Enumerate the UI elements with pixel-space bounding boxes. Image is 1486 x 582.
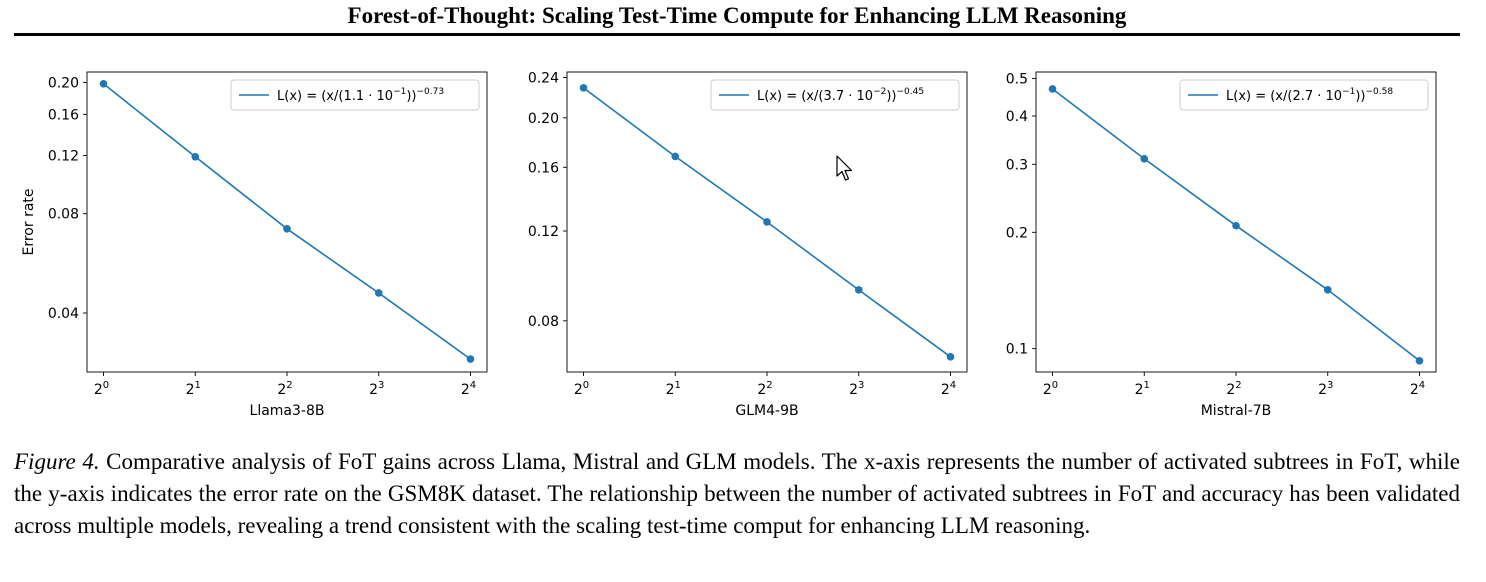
chart-svg-2: 0.1 0.2 0.3 0.4 0.5 20 21 22 23 24 Mistral-7B L(x) … [1006, 71, 1437, 419]
chart1-x-tick-label-0: 20 [574, 380, 589, 398]
chart0-data-point-0 [99, 80, 108, 88]
chart2-x-tick-label-2: 22 [1226, 380, 1241, 398]
chart0-y-tick-label-4: 0.20 [48, 75, 79, 91]
chart2-legend-label: L(x) = (x/(2.7 · 10−1))−0.58 [1226, 87, 1393, 104]
mouse-cursor-icon [836, 155, 856, 188]
chart1-legend-box [710, 79, 960, 111]
chart2-x-tick-label-1: 21 [1135, 380, 1150, 398]
chart0-data-point-3 [374, 289, 383, 297]
chart1-y-tick-label-3: 0.20 [528, 111, 559, 127]
chart1-y-tick-label-0: 0.08 [528, 314, 559, 330]
chart1-x-tick-label-2: 22 [757, 380, 772, 398]
caption-text: Comparative analysis of FoT gains across… [14, 449, 1461, 538]
chart1-x-axis-label: GLM4-9B [735, 403, 798, 419]
chart2-x-axis-label: Mistral-7B [1201, 403, 1272, 419]
chart-svg-0: 0.04 0.08 0.12 0.16 0.20 20 21 22 23 24 Llama3-8B E… [21, 71, 488, 419]
chart2-x-tick-label-4: 24 [1410, 380, 1425, 398]
chart2-y-tick-label-0: 0.1 [1006, 342, 1028, 358]
chart2-y-tick-label-2: 0.3 [1006, 157, 1028, 173]
figure-caption: Figure 4. Comparative analysis of FoT ga… [14, 446, 1460, 542]
chart-mistral-7b: 0.1 0.2 0.3 0.4 0.5 20 21 22 23 24 Mistral-7B L(x) … [980, 60, 1450, 422]
chart0-x-tick-label-0: 20 [94, 380, 109, 398]
chart-llama3-8b: 0.04 0.08 0.12 0.16 0.20 20 21 22 23 24 Llama3-8B E… [20, 60, 490, 422]
chart0-data-point-1 [191, 152, 200, 161]
chart2-data-point-3 [1323, 285, 1332, 294]
chart0-y-tick-label-1: 0.08 [48, 207, 79, 223]
chart0-x-tick-label-4: 24 [461, 380, 476, 398]
chart1-legend-label: L(x) = (x/(3.7 · 10−2))−0.45 [757, 87, 924, 104]
chart1-y-tick-label-1: 0.12 [528, 224, 559, 240]
chart0-data-point-4 [466, 355, 475, 363]
chart0-y-axis-label: Error rate [21, 188, 37, 255]
chart1-data-point-2 [763, 218, 771, 226]
chart0-legend-box [230, 79, 480, 111]
chart-glm4-9b: 0.08 0.12 0.16 0.20 0.24 20 21 22 23 24 GLM4-9B L(x… [500, 60, 970, 422]
chart0-x-axis-label: Llama3-8B [250, 403, 325, 419]
chart0-y-tick-label-2: 0.12 [48, 149, 79, 165]
chart1-data-point-0 [579, 84, 588, 92]
chart1-data-point-1 [671, 152, 680, 161]
chart1-data-point-4 [946, 353, 955, 361]
chart2-data-point-0 [1048, 85, 1057, 93]
chart2-x-tick-label-0: 20 [1043, 380, 1058, 398]
chart1-x-tick-label-1: 21 [666, 380, 681, 398]
chart0-x-tick-label-2: 22 [277, 380, 292, 398]
chart1-x-tick-label-3: 23 [849, 380, 864, 398]
chart2-y-tick-label-1: 0.2 [1006, 225, 1028, 241]
chart2-data-point-1 [1140, 154, 1149, 163]
chart2-data-point-2 [1232, 221, 1240, 230]
caption-label: Figure 4. [14, 449, 100, 474]
chart1-y-tick-label-4: 0.24 [528, 70, 559, 86]
chart0-series-line [103, 83, 471, 360]
chart2-legend-box [1179, 79, 1429, 111]
chart2-y-tick-label-4: 0.5 [1006, 72, 1028, 88]
chart1-x-tick-label-4: 24 [941, 380, 956, 398]
page-title: Forest-of-Thought: Scaling Test-Time Com… [14, 0, 1460, 36]
chart0-x-tick-label-3: 23 [369, 380, 384, 398]
chart0-y-tick-label-3: 0.16 [48, 107, 79, 123]
chart1-y-tick-label-2: 0.16 [528, 160, 559, 176]
chart0-legend-label: L(x) = (x/(1.1 · 10−1))−0.73 [277, 87, 444, 104]
chart1-data-point-3 [854, 286, 863, 294]
chart2-y-tick-label-3: 0.4 [1006, 109, 1028, 125]
chart-svg-1: 0.08 0.12 0.16 0.20 0.24 20 21 22 23 24 GLM4-9B L(x… [528, 70, 968, 419]
chart0-y-tick-label-0: 0.04 [48, 306, 79, 322]
chart2-x-tick-label-3: 23 [1318, 380, 1333, 398]
chart2-data-point-4 [1415, 357, 1424, 365]
chart0-data-point-2 [283, 224, 291, 233]
chart0-x-tick-label-1: 21 [186, 380, 201, 398]
